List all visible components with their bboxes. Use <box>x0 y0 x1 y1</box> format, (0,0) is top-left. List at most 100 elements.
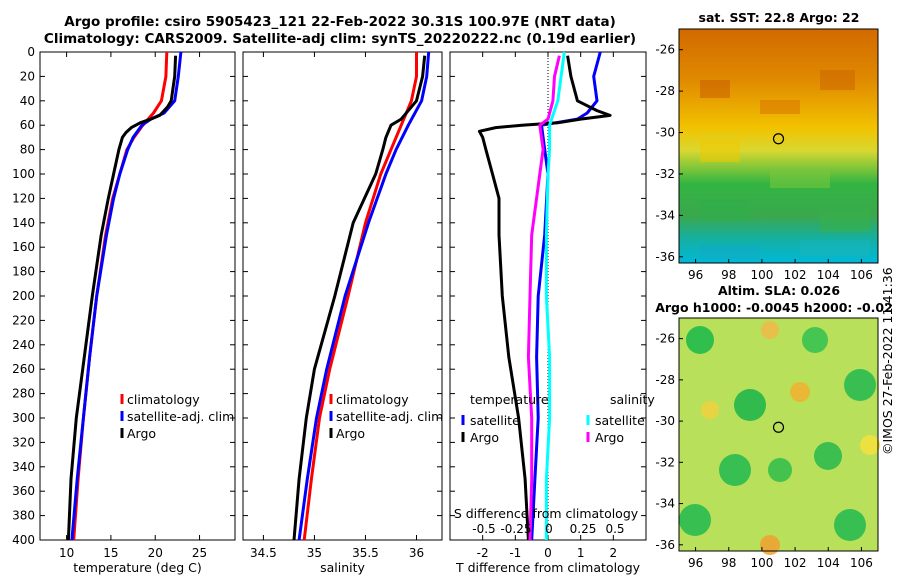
legend-label: satellite <box>595 413 645 428</box>
s-difference-axis-label: S difference from climatology <box>454 506 639 521</box>
sst-patch <box>800 240 870 256</box>
series-line-climatology <box>302 52 418 541</box>
map-y-tick-label: -30 <box>655 414 675 428</box>
legend-label: Argo <box>127 426 156 441</box>
sla-eddy <box>760 535 780 555</box>
y-tick-label: 0 <box>27 45 35 59</box>
legend-label: satellite <box>470 413 520 428</box>
map-x-tick-label: 96 <box>688 268 703 282</box>
y-tick-label: 400 <box>12 533 35 547</box>
map-x-tick-label: 102 <box>784 556 807 570</box>
map-y-tick-label: -26 <box>655 43 675 57</box>
sla-eddy <box>701 401 719 419</box>
argo-location-marker <box>772 421 785 433</box>
x-axis-label: T difference from climatology <box>455 560 641 575</box>
sla-eddy <box>814 442 842 470</box>
y-tick-label: 260 <box>12 362 35 376</box>
map-x-tick-label: 106 <box>850 268 873 282</box>
legend-heading-temperature: temperature <box>470 392 549 407</box>
argo-location-marker <box>772 133 785 145</box>
legend-label: satellite-adj. clim <box>127 409 234 424</box>
x-tick-label: -1 <box>509 546 521 560</box>
s-tick-label: -0.5 <box>472 522 495 536</box>
sst-map-title: sat. SST: 22.8 Argo: 22 <box>698 10 860 25</box>
sla-eddy <box>761 321 779 339</box>
legend-label: climatology <box>336 392 409 407</box>
x-axis-label: salinity <box>320 560 365 575</box>
sla-eddy <box>679 504 711 536</box>
series-line-t-argo <box>477 55 612 541</box>
sst-patch <box>700 245 760 259</box>
map-y-tick-label: -30 <box>655 126 675 140</box>
sla-eddy <box>844 369 876 401</box>
map-x-tick-label: 104 <box>817 556 840 570</box>
sla-map-title-line1: Altim. SLA: 0.026 <box>717 283 841 298</box>
sla-eddy <box>734 389 766 421</box>
map-y-tick-label: -36 <box>655 538 675 552</box>
sst-patch <box>770 170 830 188</box>
y-tick-label: 200 <box>12 289 35 303</box>
legend-label: climatology <box>127 392 200 407</box>
y-tick-label: 20 <box>20 69 35 83</box>
sla-eddy <box>834 509 866 541</box>
sla-eddy <box>860 435 880 455</box>
map-y-tick-label: -34 <box>655 497 675 511</box>
y-tick-label: 140 <box>12 216 35 230</box>
series-line-argo <box>66 55 178 541</box>
x-tick-label: 0 <box>544 546 552 560</box>
map-x-tick-label: 100 <box>750 268 773 282</box>
x-tick-label: 35.5 <box>352 546 379 560</box>
map-x-tick-label: 100 <box>750 556 773 570</box>
x-tick-label: 15 <box>103 546 118 560</box>
y-tick-label: 360 <box>12 484 35 498</box>
x-tick-label: 35 <box>307 546 322 560</box>
y-tick-label: 380 <box>12 509 35 523</box>
map-x-tick-label: 96 <box>688 556 703 570</box>
s-tick-label: 0.5 <box>605 522 624 536</box>
sla-map-title-line2: Argo h1000: -0.0045 h2000: -0.02 <box>655 300 893 315</box>
series-line-satellite-adj-clim <box>70 51 183 541</box>
map-x-tick-label: 98 <box>721 268 736 282</box>
map-y-tick-label: -26 <box>655 332 675 346</box>
y-tick-label: 220 <box>12 313 35 327</box>
s-tick-label: 0 <box>545 522 553 536</box>
y-tick-label: 340 <box>12 460 35 474</box>
y-tick-label: 160 <box>12 240 35 254</box>
y-tick-label: 280 <box>12 387 35 401</box>
s-tick-label: 0.25 <box>570 522 597 536</box>
legend-label: Argo <box>336 426 365 441</box>
series-line-t-satellite <box>530 51 602 541</box>
y-tick-label: 320 <box>12 435 35 449</box>
legend-label: Argo <box>470 430 499 445</box>
x-axis-label: temperature (deg C) <box>73 560 202 575</box>
x-tick-label: 25 <box>192 546 207 560</box>
map-y-tick-label: -34 <box>655 208 675 222</box>
sst-patch <box>820 210 870 232</box>
legend-label: Argo <box>595 430 624 445</box>
sla-eddy <box>686 326 714 354</box>
plot-frame-1 <box>242 51 443 541</box>
y-tick-label: 300 <box>12 411 35 425</box>
x-tick-label: 10 <box>59 546 74 560</box>
map-y-tick-label: -28 <box>655 84 675 98</box>
y-tick-label: 120 <box>12 191 35 205</box>
map-y-tick-label: -28 <box>655 373 675 387</box>
map-x-tick-label: 98 <box>721 556 736 570</box>
x-tick-label: -2 <box>477 546 489 560</box>
x-tick-label: 2 <box>610 546 618 560</box>
map-frame <box>678 28 879 264</box>
legend-label: satellite-adj. clim <box>336 409 443 424</box>
series-line-s-argo <box>526 55 561 541</box>
sla-eddy <box>768 458 792 482</box>
x-tick-label: 36 <box>409 546 424 560</box>
map-y-tick-label: -36 <box>655 250 675 264</box>
sst-patch <box>820 70 855 90</box>
map-y-tick-label: -32 <box>655 455 675 469</box>
map-x-tick-label: 102 <box>784 268 807 282</box>
x-tick-label: 34.5 <box>250 546 277 560</box>
map-y-tick-label: -32 <box>655 167 675 181</box>
chart-title-line1: Argo profile: csiro 5905423_121 22-Feb-2… <box>64 14 616 30</box>
series-line-climatology <box>72 51 169 541</box>
y-tick-label: 100 <box>12 167 35 181</box>
x-tick-label: 1 <box>577 546 585 560</box>
